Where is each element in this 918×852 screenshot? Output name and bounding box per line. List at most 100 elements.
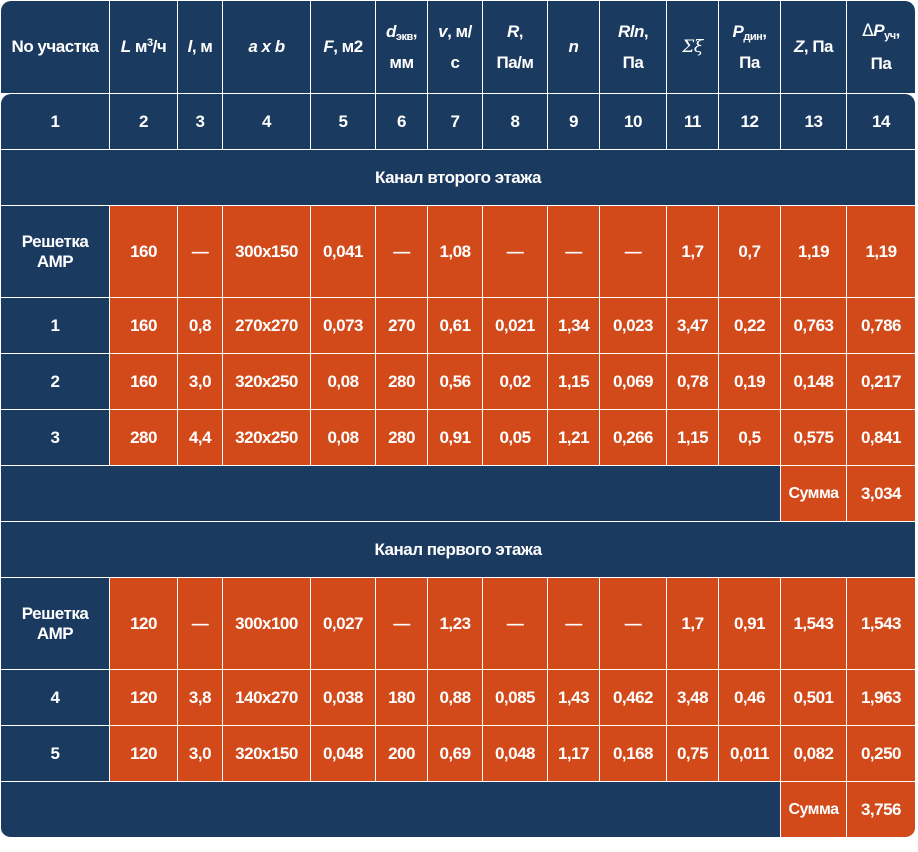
row-label: 5 xyxy=(1,726,110,782)
header-local-resistance-sum: Σξ xyxy=(667,1,719,94)
table-cell: 3,0 xyxy=(178,354,223,410)
table-cell: 0,763 xyxy=(781,298,847,354)
table-row: Решетка АМР 120 — 300x100 0,027 — 1,23 — … xyxy=(1,578,915,670)
table-cell: — xyxy=(376,206,428,298)
table-cell: 0,038 xyxy=(311,670,376,726)
header-friction-loss: R, Па/м xyxy=(483,1,548,94)
header-dynamic-pressure: Pдин, Па xyxy=(719,1,781,94)
table-cell: 0,69 xyxy=(428,726,483,782)
header-dimensions: a x b xyxy=(223,1,311,94)
table-cell: 0,22 xyxy=(719,298,781,354)
table-cell: 1,08 xyxy=(428,206,483,298)
sum-value: 3,034 xyxy=(847,466,915,522)
sum-label: Сумма xyxy=(781,466,847,522)
section-title: Канал первого этажа xyxy=(1,522,915,578)
table-cell: 120 xyxy=(110,670,178,726)
table-cell: 1,23 xyxy=(428,578,483,670)
table-cell: 0,19 xyxy=(719,354,781,410)
table-cell: 160 xyxy=(110,298,178,354)
table-cell: 0,027 xyxy=(311,578,376,670)
table-cell: 1,34 xyxy=(548,298,600,354)
table-cell: 0,217 xyxy=(847,354,915,410)
table-cell: 0,575 xyxy=(781,410,847,466)
table-cell: 270x270 xyxy=(223,298,311,354)
table-cell: 0,88 xyxy=(428,670,483,726)
table-cell: 160 xyxy=(110,206,178,298)
column-number: 14 xyxy=(847,94,915,150)
table-cell: 1,19 xyxy=(847,206,915,298)
table-cell: 0,8 xyxy=(178,298,223,354)
table-cell: — xyxy=(548,578,600,670)
header-area: F, м2 xyxy=(311,1,376,94)
table-cell: 0,61 xyxy=(428,298,483,354)
table-cell: 3,0 xyxy=(178,726,223,782)
table-cell: 0,5 xyxy=(719,410,781,466)
table-cell: 0,7 xyxy=(719,206,781,298)
table-cell: 0,021 xyxy=(483,298,548,354)
column-number: 11 xyxy=(667,94,719,150)
table-row: 5 120 3,0 320x150 0,048 200 0,69 0,048 1… xyxy=(1,726,915,782)
table-cell: 0,56 xyxy=(428,354,483,410)
column-number-row: 1 2 3 4 5 6 7 8 9 10 11 12 13 14 xyxy=(1,94,915,150)
table-cell: 0,78 xyxy=(667,354,719,410)
header-section-number: No участка xyxy=(1,1,110,94)
table-cell: 0,082 xyxy=(781,726,847,782)
table-cell: 120 xyxy=(110,726,178,782)
table-cell: 0,841 xyxy=(847,410,915,466)
table-cell: — xyxy=(178,578,223,670)
header-airflow: L м3/ч xyxy=(110,1,178,94)
table-cell: 1,15 xyxy=(667,410,719,466)
table-cell: — xyxy=(548,206,600,298)
table-cell: 0,91 xyxy=(719,578,781,670)
table-cell: 1,963 xyxy=(847,670,915,726)
section-header-row: Канал первого этажа xyxy=(1,522,915,578)
table-cell: 1,7 xyxy=(667,578,719,670)
table-cell: — xyxy=(376,578,428,670)
row-label: 2 xyxy=(1,354,110,410)
table-cell: 0,462 xyxy=(600,670,667,726)
sum-label: Сумма xyxy=(781,782,847,838)
table-cell: 1,21 xyxy=(548,410,600,466)
header-linear-loss: Rln, Па xyxy=(600,1,667,94)
column-number: 9 xyxy=(548,94,600,150)
table-cell: 3,8 xyxy=(178,670,223,726)
column-number: 6 xyxy=(376,94,428,150)
table-row: 2 160 3,0 320x250 0,08 280 0,56 0,02 1,1… xyxy=(1,354,915,410)
table-cell: 320x250 xyxy=(223,354,311,410)
table-cell: 300x150 xyxy=(223,206,311,298)
table-cell: 0,048 xyxy=(311,726,376,782)
header-correction-factor: n xyxy=(548,1,600,94)
table-cell: 0,069 xyxy=(600,354,667,410)
table-cell: 0,085 xyxy=(483,670,548,726)
table-cell: 0,05 xyxy=(483,410,548,466)
table-cell: 0,250 xyxy=(847,726,915,782)
table-cell: 0,08 xyxy=(311,410,376,466)
duct-calculation-table: No участка L м3/ч l, м a x b F, м2 dэкв,… xyxy=(1,1,915,838)
table-row: Решетка АМР 160 — 300x150 0,041 — 1,08 — … xyxy=(1,206,915,298)
table-cell: 280 xyxy=(376,354,428,410)
table-cell: 0,91 xyxy=(428,410,483,466)
table-cell: 3,48 xyxy=(667,670,719,726)
table-cell: 270 xyxy=(376,298,428,354)
header-row: No участка L м3/ч l, м a x b F, м2 dэкв,… xyxy=(1,1,915,94)
table-cell: 0,073 xyxy=(311,298,376,354)
table-cell: 0,08 xyxy=(311,354,376,410)
header-equivalent-diameter: dэкв, мм xyxy=(376,1,428,94)
table-cell: 0,501 xyxy=(781,670,847,726)
table-cell: 280 xyxy=(110,410,178,466)
table-cell: 300x100 xyxy=(223,578,311,670)
table-cell: 4,4 xyxy=(178,410,223,466)
table-cell: 0,786 xyxy=(847,298,915,354)
table-cell: — xyxy=(600,578,667,670)
table-cell: 140x270 xyxy=(223,670,311,726)
column-number: 12 xyxy=(719,94,781,150)
table-cell: 320x250 xyxy=(223,410,311,466)
column-number: 4 xyxy=(223,94,311,150)
table-cell: 0,46 xyxy=(719,670,781,726)
header-velocity: v, м/с xyxy=(428,1,483,94)
header-local-loss: Z, Па xyxy=(781,1,847,94)
row-label: 1 xyxy=(1,298,110,354)
sum-row: Сумма 3,756 xyxy=(1,782,915,838)
table-cell: 0,75 xyxy=(667,726,719,782)
sum-value: 3,756 xyxy=(847,782,915,838)
